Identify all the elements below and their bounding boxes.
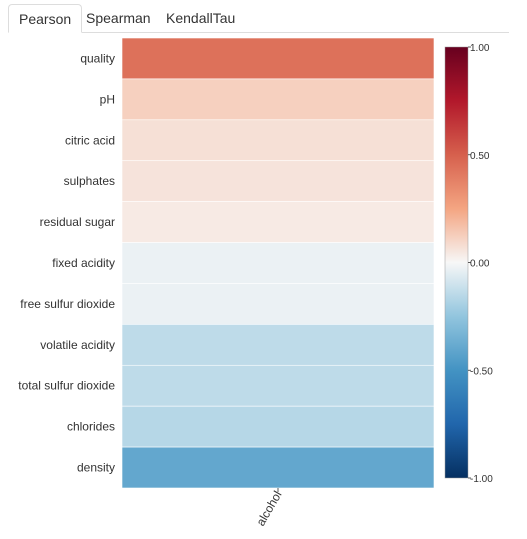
heatmap-cell xyxy=(121,283,435,325)
tab-spearman[interactable]: Spearman xyxy=(86,10,151,26)
row-label: pH xyxy=(100,92,115,106)
colorbar-tick-label: 0.00 xyxy=(470,259,490,270)
heatmap-cell xyxy=(121,37,435,80)
colorbar-tick-label: -1.00 xyxy=(470,474,493,485)
row-label: quality xyxy=(80,51,115,65)
heatmap-cell xyxy=(121,201,435,243)
heatmap-cell xyxy=(121,78,435,121)
colorbar-tick-label: -0.50 xyxy=(470,366,493,377)
row-label: total sulfur dioxide xyxy=(18,379,115,393)
heatmap-cell xyxy=(121,405,435,448)
correlation-tabs: Pearson Spearman KendallTau xyxy=(8,4,509,33)
tab-pearson[interactable]: Pearson xyxy=(8,4,82,33)
column-label: alcohol xyxy=(253,489,284,529)
heatmap-cell xyxy=(121,119,435,162)
column-labels: alcohol xyxy=(253,488,285,529)
heatmap-cell xyxy=(121,446,435,489)
colorbar xyxy=(444,46,469,479)
row-label: density xyxy=(77,461,115,475)
heatmap-cells xyxy=(121,37,435,489)
row-label: volatile acidity xyxy=(40,338,115,352)
tab-kendalltau[interactable]: KendallTau xyxy=(166,10,236,26)
heatmap-cell xyxy=(121,160,435,202)
row-label: fixed acidity xyxy=(52,256,115,270)
row-label: chlorides xyxy=(67,420,115,434)
colorbar-ticks: 1.00 0.50 0.00 -0.50 -1.00 xyxy=(468,43,493,485)
colorbar-tick-label: 0.50 xyxy=(470,151,490,162)
heatmap-cell xyxy=(121,324,435,366)
heatmap-cell xyxy=(121,364,435,407)
heatmap-cell xyxy=(121,242,435,284)
row-label: sulphates xyxy=(64,174,115,188)
row-labels: quality pH citric acid sulphates residual su… xyxy=(18,51,115,474)
row-label: citric acid xyxy=(65,133,115,147)
row-label: residual sugar xyxy=(40,215,115,229)
row-label: free sulfur dioxide xyxy=(20,297,115,311)
colorbar-tick-label: 1.00 xyxy=(470,43,490,54)
